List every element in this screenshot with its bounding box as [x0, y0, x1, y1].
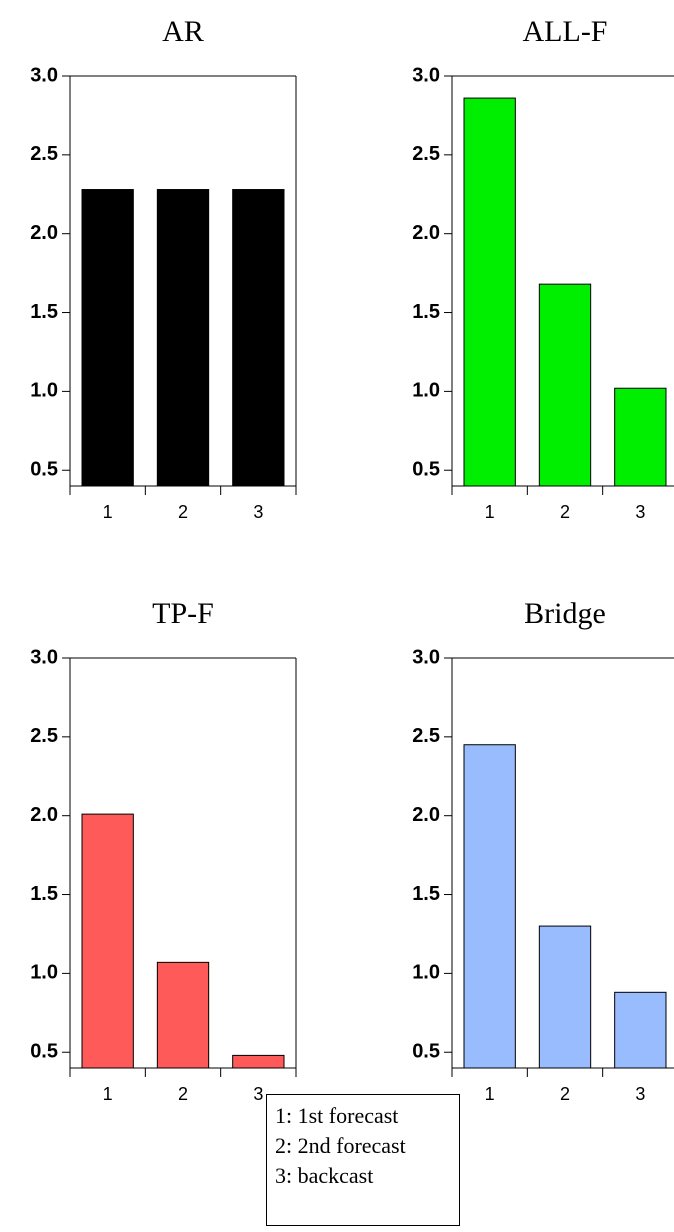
bar-2 — [538, 925, 592, 1069]
chart-title: TP-F — [152, 597, 214, 630]
y-tick-label: 1.5 — [30, 883, 58, 905]
bar-3 — [614, 387, 667, 487]
x-tick-label: 1 — [103, 502, 113, 522]
y-tick-label: 2.5 — [30, 143, 58, 165]
x-tick-label: 1 — [485, 1084, 495, 1104]
y-tick-label: 2.5 — [412, 725, 440, 747]
bar-1 — [463, 97, 516, 487]
y-tick-label: 2.5 — [30, 725, 58, 747]
y-tick-label: 1.0 — [30, 380, 58, 402]
legend-item-1: 1: 1st forecast — [275, 1103, 399, 1128]
y-tick-label: 2.0 — [412, 222, 440, 244]
y-tick-label: 0.5 — [30, 459, 58, 481]
x-tick-label: 2 — [560, 1084, 570, 1104]
bar-2 — [156, 189, 210, 487]
bar-3 — [232, 189, 285, 487]
y-tick-label: 1.5 — [412, 883, 440, 905]
y-tick-label: 2.0 — [30, 222, 58, 244]
chart-panel-2: ALL-F 0.5 1.0 1.5 2.0 2.5 3.0 1 2 3 — [412, 15, 674, 522]
chart-title: AR — [162, 15, 204, 48]
y-tick-label: 1.5 — [412, 301, 440, 323]
y-tick-label: 3.0 — [412, 646, 440, 668]
y-tick-label: 3.0 — [30, 646, 58, 668]
chart-title: Bridge — [524, 597, 606, 630]
x-tick-label: 1 — [103, 1084, 113, 1104]
chart-title: ALL-F — [523, 15, 608, 48]
bar-1 — [81, 813, 134, 1069]
y-tick-label: 0.5 — [412, 459, 440, 481]
x-tick-label: 1 — [485, 502, 495, 522]
y-tick-label: 2.0 — [30, 804, 58, 826]
x-tick-label: 3 — [635, 502, 645, 522]
y-tick-label: 0.5 — [30, 1041, 58, 1063]
legend-item-3: 3: backcast — [275, 1163, 374, 1188]
x-tick-label: 3 — [253, 1084, 263, 1104]
x-tick-label: 3 — [253, 502, 263, 522]
y-tick-label: 1.0 — [412, 962, 440, 984]
y-tick-label: 2.0 — [412, 804, 440, 826]
legend-box: 1: 1st forecast 2: 2nd forecast 3: backc… — [266, 1094, 460, 1226]
chart-panel-1: AR 0.5 1.0 1.5 2.0 2.5 3.0 1 2 3 — [30, 15, 297, 522]
y-tick-label: 1.0 — [412, 380, 440, 402]
bar-1 — [81, 189, 134, 487]
bar-2 — [156, 961, 210, 1069]
chart-panel-3: TP-F 0.5 1.0 1.5 2.0 2.5 3.0 1 2 3 — [30, 597, 297, 1104]
y-tick-label: 2.5 — [412, 143, 440, 165]
y-tick-label: 3.0 — [30, 64, 58, 86]
bar-1 — [463, 744, 516, 1069]
x-tick-label: 2 — [178, 1084, 188, 1104]
bar-3 — [614, 991, 667, 1069]
x-tick-label: 2 — [560, 502, 570, 522]
chart-panel-4: Bridge 0.5 1.0 1.5 2.0 2.5 3.0 1 2 3 — [412, 597, 674, 1104]
x-tick-label: 3 — [635, 1084, 645, 1104]
legend-item-2: 2: 2nd forecast — [275, 1133, 406, 1158]
y-tick-label: 1.5 — [30, 301, 58, 323]
x-tick-label: 2 — [178, 502, 188, 522]
bar-3 — [232, 1054, 285, 1069]
y-tick-label: 3.0 — [412, 64, 440, 86]
bar-2 — [538, 283, 592, 487]
y-tick-label: 1.0 — [30, 962, 58, 984]
y-tick-label: 0.5 — [412, 1041, 440, 1063]
